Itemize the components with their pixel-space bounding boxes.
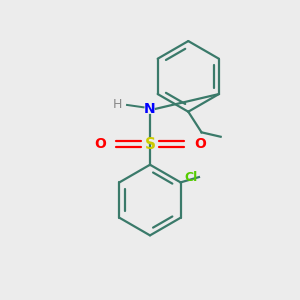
Text: H: H — [113, 98, 122, 111]
Text: O: O — [94, 137, 106, 151]
Text: S: S — [145, 136, 155, 152]
Text: O: O — [194, 137, 206, 151]
Text: Cl: Cl — [184, 171, 197, 184]
Text: N: N — [144, 102, 156, 116]
